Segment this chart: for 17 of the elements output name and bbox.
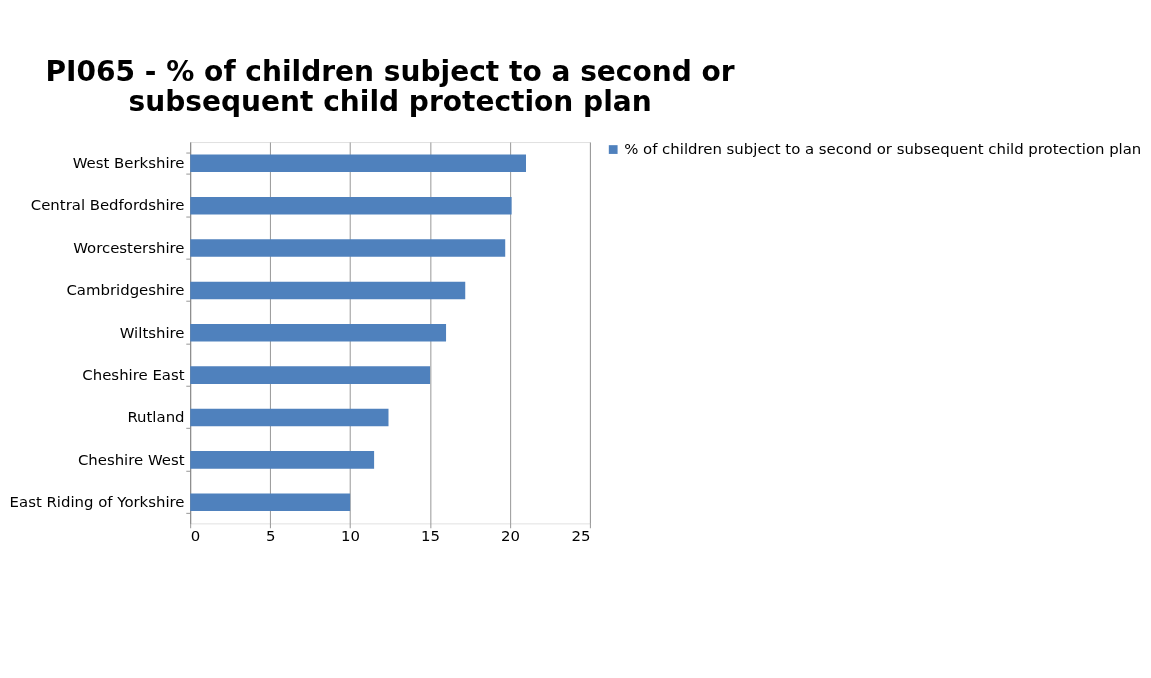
y-tick-label: Central Bedfordshire [30,196,185,215]
legend-label: % of children subject to a second or subsequent child protection plan [624,139,1142,158]
y-tick-label: Cambridgeshire [66,281,185,300]
x-tick-label: 20 [500,527,520,546]
chart-title: PI065 - % of children subject to a second or subsequent child protection plan [45,54,735,118]
y-tick-label: Rutland [127,408,185,427]
y-tick-label: East Riding of Yorkshire [9,493,185,512]
y-tick-label: Cheshire West [77,450,185,469]
y-tick-label: West Berkshire [72,154,185,173]
x-tick-label: 15 [421,527,440,546]
x-tick-label: 25 [571,527,591,546]
x-tick-label: 10 [341,527,361,546]
y-tick-label: Worcestershire [73,238,185,257]
x-tick-label: 5 [265,527,276,546]
x-tick-label: 0 [190,527,201,546]
y-tick-label: Cheshire East [82,365,185,384]
y-tick-label: Wiltshire [119,323,185,342]
